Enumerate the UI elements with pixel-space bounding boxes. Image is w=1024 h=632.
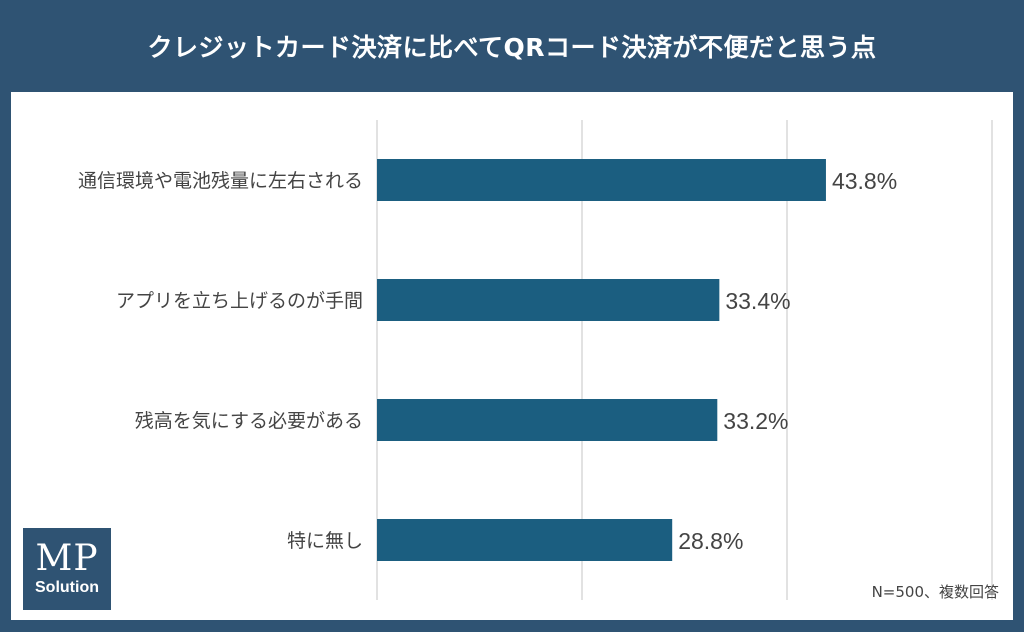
bar: [377, 159, 826, 201]
data-label: 33.2%: [723, 408, 788, 434]
bar: [377, 279, 720, 321]
data-label: 28.8%: [678, 528, 743, 554]
chart-title: クレジットカード決済に比べてQRコード決済が不便だと思う点: [147, 33, 877, 62]
mp-solution-logo: MP Solution: [23, 528, 111, 610]
bar: [377, 519, 673, 561]
category-label: 通信環境や電池残量に左右される: [78, 170, 363, 192]
bar-chart: 通信環境や電池残量に左右される 43.8% アプリを立ち上げるのが手間 33.4% 残高…: [78, 120, 993, 600]
chart-panel: 通信環境や電池残量に左右される 43.8% アプリを立ち上げるのが手間 33.4% 残高…: [11, 92, 1013, 620]
data-label: 33.4%: [725, 288, 790, 314]
logo-mp-text: MP: [35, 538, 99, 579]
sample-note: N=500、複数回答: [871, 583, 999, 601]
category-label: アプリを立ち上げるのが手間: [116, 290, 363, 312]
data-label: 43.8%: [832, 168, 897, 194]
category-label: 残高を気にする必要がある: [135, 410, 363, 432]
bar: [377, 399, 718, 441]
category-label: 特に無し: [287, 530, 363, 552]
logo-solution-text: Solution: [35, 579, 99, 596]
